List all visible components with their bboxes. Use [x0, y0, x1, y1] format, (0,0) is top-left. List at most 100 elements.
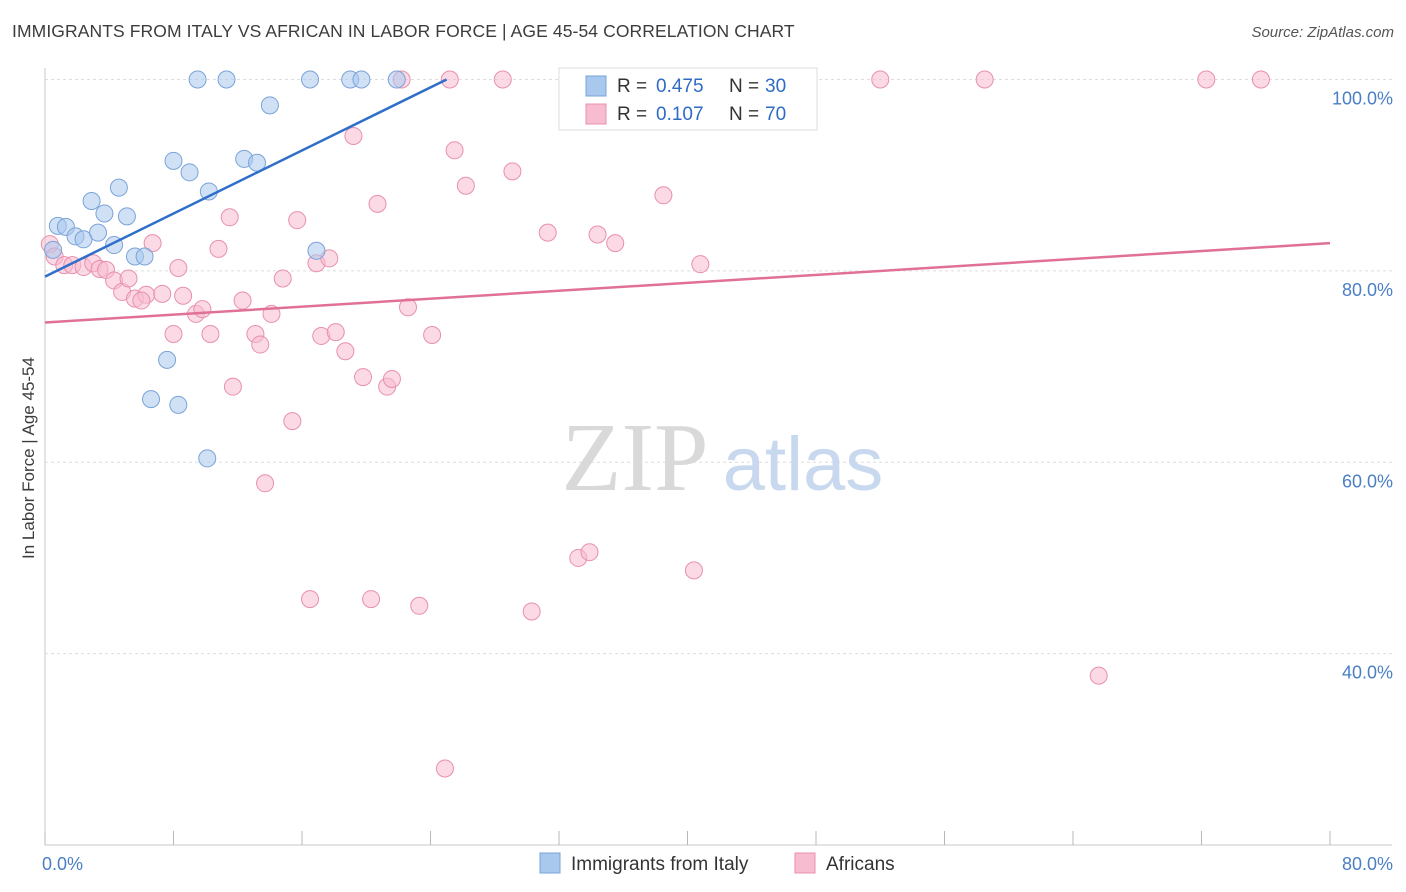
italy-trend-line — [44, 78, 448, 278]
italy-point-17 — [180, 163, 199, 182]
africans-point-66 — [1089, 666, 1108, 685]
trend-lines — [44, 78, 1331, 324]
legend-r-value-1: 0.107 — [656, 104, 704, 125]
bottom-legend-swatch-africans — [794, 852, 816, 874]
africans-point-41 — [368, 194, 387, 213]
italy-point-20 — [198, 449, 217, 468]
africans-point-23 — [223, 377, 242, 396]
y-axis-label: In Labor Force | Age 45-54 — [19, 357, 38, 559]
italy-point-0 — [44, 240, 63, 259]
watermark-atlas: atlas — [723, 422, 884, 507]
africans-point-45 — [399, 298, 418, 317]
africans-point-10 — [119, 269, 138, 288]
africans-point-64 — [871, 70, 890, 89]
africans-point-43 — [382, 370, 401, 389]
watermark: ZIP atlas — [562, 404, 884, 512]
italy-point-9 — [109, 178, 128, 197]
africans-point-39 — [354, 368, 373, 387]
italy-point-26 — [307, 241, 326, 260]
legend: R = 0.475 N = 30 R = 0.107 N = 70 — [558, 67, 818, 131]
africans-point-16 — [169, 259, 188, 278]
africans-point-55 — [538, 223, 557, 242]
africans-point-47 — [423, 325, 442, 344]
italy-point-6 — [89, 223, 108, 242]
africans-point-20 — [201, 325, 220, 344]
africans-point-27 — [256, 474, 275, 493]
legend-swatch-africans — [585, 103, 607, 125]
africans-point-13 — [143, 234, 162, 253]
africans-point-60 — [654, 186, 673, 205]
africans-point-30 — [283, 412, 302, 431]
italy-point-7 — [95, 204, 114, 223]
africans-point-58 — [588, 225, 607, 244]
italy-point-28 — [352, 70, 371, 89]
tick-labels: 100.0% 80.0% 60.0% 40.0% 0.0% 80.0% — [42, 89, 1393, 875]
y-tick-label-100: 100.0% — [1332, 89, 1393, 109]
africans-point-65 — [975, 70, 994, 89]
italy-point-12 — [135, 247, 154, 266]
africans-point-67 — [1197, 70, 1216, 89]
bottom-legend-label-italy: Immigrants from Italy — [571, 854, 749, 875]
africans-point-53 — [503, 162, 522, 181]
africans-point-50 — [445, 141, 464, 160]
africans-point-14 — [153, 284, 172, 303]
africans-point-51 — [456, 176, 475, 195]
italy-point-18 — [188, 70, 207, 89]
africans-point-36 — [326, 323, 345, 342]
legend-n-label-1: N = — [729, 104, 759, 125]
italy-point-15 — [164, 151, 183, 170]
africans-point-15 — [164, 325, 183, 344]
africans-point-19 — [193, 300, 212, 319]
legend-n-value-1: 70 — [765, 104, 786, 125]
legend-r-label-1: R = — [617, 104, 647, 125]
italy-point-14 — [158, 350, 177, 369]
bottom-legend: Immigrants from Italy Africans — [539, 852, 895, 875]
legend-r-value-0: 0.475 — [656, 76, 704, 97]
africans-point-59 — [606, 234, 625, 253]
axes — [44, 68, 1392, 846]
x-tick-label-left: 0.0% — [42, 854, 83, 874]
source-label: Source: ZipAtlas.com — [1251, 24, 1394, 41]
italy-point-29 — [387, 70, 406, 89]
legend-n-label-0: N = — [729, 76, 759, 97]
africans-point-22 — [220, 208, 239, 227]
africans-point-24 — [233, 291, 252, 310]
y-tick-label-40: 40.0% — [1342, 663, 1393, 683]
africans-point-48 — [435, 759, 454, 778]
africans-point-57 — [580, 543, 599, 562]
africans-point-69 — [132, 291, 151, 310]
africans-trend-line — [44, 241, 1331, 324]
italy-point-24 — [260, 96, 279, 115]
y-tick-label-80: 80.0% — [1342, 280, 1393, 300]
africans-point-49 — [440, 70, 459, 89]
africans-point-40 — [362, 590, 381, 609]
italy-point-5 — [82, 192, 101, 211]
bottom-legend-label-africans: Africans — [826, 854, 895, 875]
africans-point-61 — [684, 561, 703, 580]
africans-point-26 — [251, 335, 270, 354]
africans-point-68 — [1251, 70, 1270, 89]
italy-point-21 — [217, 70, 236, 89]
chart-title: IMMIGRANTS FROM ITALY VS AFRICAN IN LABO… — [12, 21, 795, 41]
africans-point-32 — [301, 590, 320, 609]
legend-swatch-italy — [585, 75, 607, 97]
africans-point-31 — [288, 211, 307, 230]
legend-n-value-0: 30 — [765, 76, 786, 97]
africans-point-21 — [209, 239, 228, 258]
y-tick-label-60: 60.0% — [1342, 471, 1393, 491]
africans-point-38 — [344, 126, 363, 145]
africans-point-46 — [410, 596, 429, 615]
africans-point-52 — [493, 70, 512, 89]
watermark-zip: ZIP — [562, 404, 709, 512]
italy-point-13 — [142, 390, 161, 409]
italy-point-25 — [301, 70, 320, 89]
italy-point-10 — [117, 207, 136, 226]
africans-point-62 — [691, 255, 710, 274]
bottom-legend-swatch-italy — [539, 852, 561, 874]
legend-r-label-0: R = — [617, 76, 647, 97]
italy-point-16 — [169, 395, 188, 414]
x-tick-label-right: 80.0% — [1342, 854, 1393, 874]
africans-point-17 — [174, 286, 193, 305]
africans-point-37 — [336, 342, 355, 361]
